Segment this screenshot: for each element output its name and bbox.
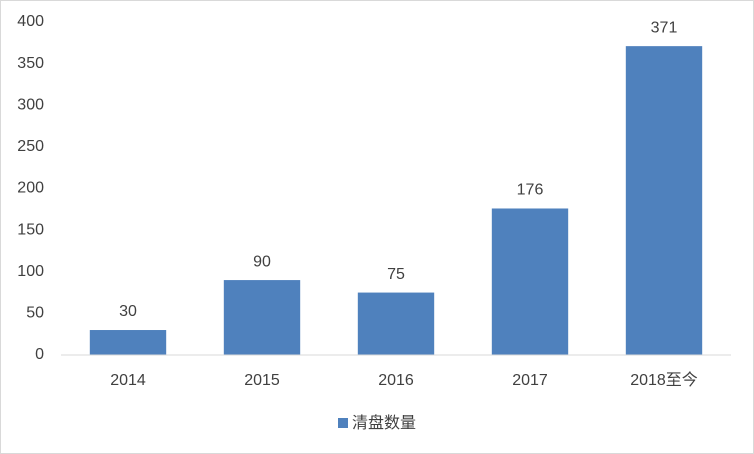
legend-label: 清盘数量	[352, 413, 416, 432]
data-label: 176	[517, 182, 544, 199]
y-tick-label: 350	[17, 55, 44, 72]
x-tick-label: 2017	[512, 372, 548, 389]
x-tick-label: 2014	[110, 372, 146, 389]
x-tick-label: 2018至今	[630, 371, 698, 389]
x-tick-label: 2016	[378, 372, 414, 389]
bar	[491, 208, 569, 355]
data-label: 30	[119, 303, 137, 320]
y-tick-label: 250	[17, 138, 44, 155]
x-tick-label: 2015	[244, 372, 280, 389]
data-label: 371	[651, 19, 678, 36]
y-tick-label: 50	[26, 305, 44, 322]
data-label: 75	[387, 266, 405, 283]
y-tick-label: 200	[17, 180, 44, 197]
bar	[89, 330, 167, 355]
y-tick-label: 0	[35, 346, 44, 363]
bar	[357, 292, 435, 355]
y-tick-label: 300	[17, 96, 44, 113]
legend-swatch	[338, 418, 348, 428]
y-tick-label: 400	[17, 13, 44, 30]
bar	[625, 46, 703, 356]
data-label: 90	[253, 253, 271, 270]
y-tick-label: 100	[17, 263, 44, 280]
y-tick-label: 150	[17, 221, 44, 238]
bar	[223, 280, 301, 355]
